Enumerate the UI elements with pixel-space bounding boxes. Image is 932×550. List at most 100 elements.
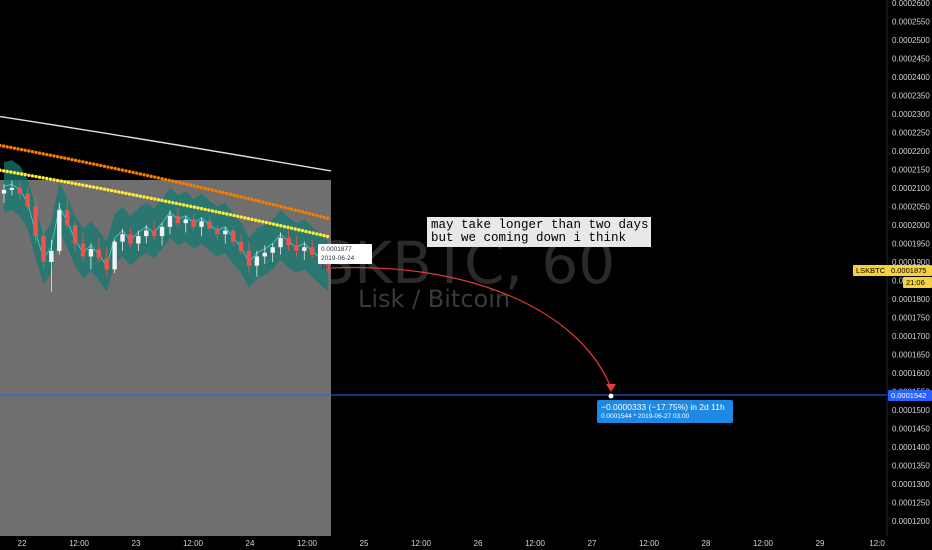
candle-body — [65, 210, 70, 225]
candle-body — [128, 234, 133, 244]
ma-dot — [210, 209, 215, 213]
price-tick-label: 0.0001250 — [892, 499, 930, 508]
candle-body — [49, 250, 54, 262]
ma-dot — [153, 197, 157, 201]
ma-dot — [84, 160, 89, 165]
ma-dot — [246, 196, 251, 201]
ma-dot — [275, 203, 279, 208]
ma-dot — [102, 164, 107, 168]
ma-dot — [1, 169, 6, 173]
time-tick-label: 12:00 — [639, 539, 660, 548]
time-tick-label: 23 — [132, 539, 141, 548]
candle-body — [17, 188, 23, 194]
price-tick-label: 0.0002000 — [892, 221, 930, 230]
ma-dot — [217, 190, 222, 194]
ma-dot — [214, 189, 218, 193]
ma-dot — [91, 162, 96, 166]
ma-dot — [221, 190, 225, 195]
ma-dot — [300, 210, 305, 214]
candlesticks — [1, 180, 331, 292]
time-tick-label: 12:0 — [869, 539, 885, 548]
ma-dot — [145, 195, 150, 200]
price-tag-value: 0.0001877 — [321, 246, 352, 253]
candle-body — [262, 252, 267, 257]
candle-body — [57, 210, 62, 251]
candle-body — [144, 230, 149, 237]
ma-dot — [239, 195, 243, 199]
ma-dot — [250, 217, 254, 222]
ma-dot — [73, 158, 78, 163]
ma-dot — [153, 175, 157, 179]
ma-dot — [235, 194, 240, 198]
price-tick-label: 0.0001900 — [892, 258, 930, 267]
ma-dot — [199, 185, 204, 190]
ma-dot — [88, 184, 92, 189]
ma-dot — [311, 212, 315, 217]
time-tick-label: 12:00 — [183, 539, 204, 548]
ma-dot — [271, 203, 276, 207]
candle-body — [88, 249, 94, 257]
ma-dot — [293, 208, 297, 212]
time-tick-label: 12:00 — [69, 539, 90, 548]
ma-dot — [315, 213, 319, 218]
line-price-badge: 0.0001542 — [888, 390, 932, 401]
target-point[interactable] — [608, 393, 614, 399]
ma-dot — [163, 199, 168, 203]
price-tick-label: 0.0001400 — [892, 443, 930, 452]
ma-dot — [221, 211, 225, 215]
projection-arrow[interactable] — [330, 266, 612, 389]
ma-dot — [48, 177, 53, 181]
ma-dot — [253, 218, 258, 222]
ma-dot — [307, 211, 312, 216]
ma-dot — [12, 146, 17, 150]
ma-dot — [264, 220, 269, 225]
ma-dot — [120, 190, 125, 195]
price-tick-label: 0.0001950 — [892, 240, 930, 249]
ma-dot — [27, 173, 31, 177]
ma-dot — [73, 182, 78, 186]
ma-dot — [275, 223, 279, 227]
candle-body — [80, 243, 86, 257]
candle-body — [223, 230, 228, 235]
ma-dot — [16, 147, 20, 151]
ma-dot — [181, 203, 186, 207]
ma-dot — [63, 156, 67, 160]
price-tick-label: 0.0001200 — [892, 517, 930, 526]
ma-dot — [268, 202, 272, 206]
ma-dot — [167, 200, 171, 204]
ma-dot — [246, 216, 251, 221]
candle-body — [286, 237, 291, 246]
ma-dot — [102, 187, 107, 191]
price-tick-label: 0.0002550 — [892, 18, 930, 27]
ma-dot — [106, 188, 110, 192]
ma-dot — [235, 214, 240, 218]
candle-body — [207, 221, 212, 229]
countdown-badge: 21:06 — [903, 277, 932, 288]
price-tick-label: 0.0002150 — [892, 166, 930, 175]
candle-body — [325, 262, 331, 270]
ma-dot — [70, 181, 74, 185]
ma-dot — [253, 198, 258, 203]
ma-dot — [41, 176, 45, 180]
ma-dot — [282, 224, 287, 229]
ma-dot — [66, 180, 71, 185]
measure-label[interactable]: −0.0000333 (−17.75%) in 2d 11h 0.0001544… — [597, 400, 733, 423]
ma-dot — [196, 206, 200, 210]
candle-body — [136, 236, 141, 244]
ma-dot — [192, 205, 197, 209]
ma-dot — [19, 172, 24, 176]
price-tick-label: 0.0002300 — [892, 110, 930, 119]
ma-dot — [81, 183, 85, 187]
symbol-price-badge: 0.0001875 — [888, 265, 932, 276]
ma-dot — [322, 233, 326, 238]
ma-dot — [322, 215, 326, 219]
ma-dot — [30, 174, 35, 178]
ma-dot — [171, 179, 175, 183]
ma-dot — [16, 171, 20, 176]
ma-dot — [297, 228, 301, 232]
ma-dot — [311, 231, 315, 235]
text-annotation[interactable]: may take longer than two days but we com… — [427, 217, 651, 247]
time-axis: 22 12:00 23 12:00 24 12:00 25 12:00 26 12:00 27 12:… — [18, 539, 886, 548]
candle-body — [167, 215, 173, 227]
